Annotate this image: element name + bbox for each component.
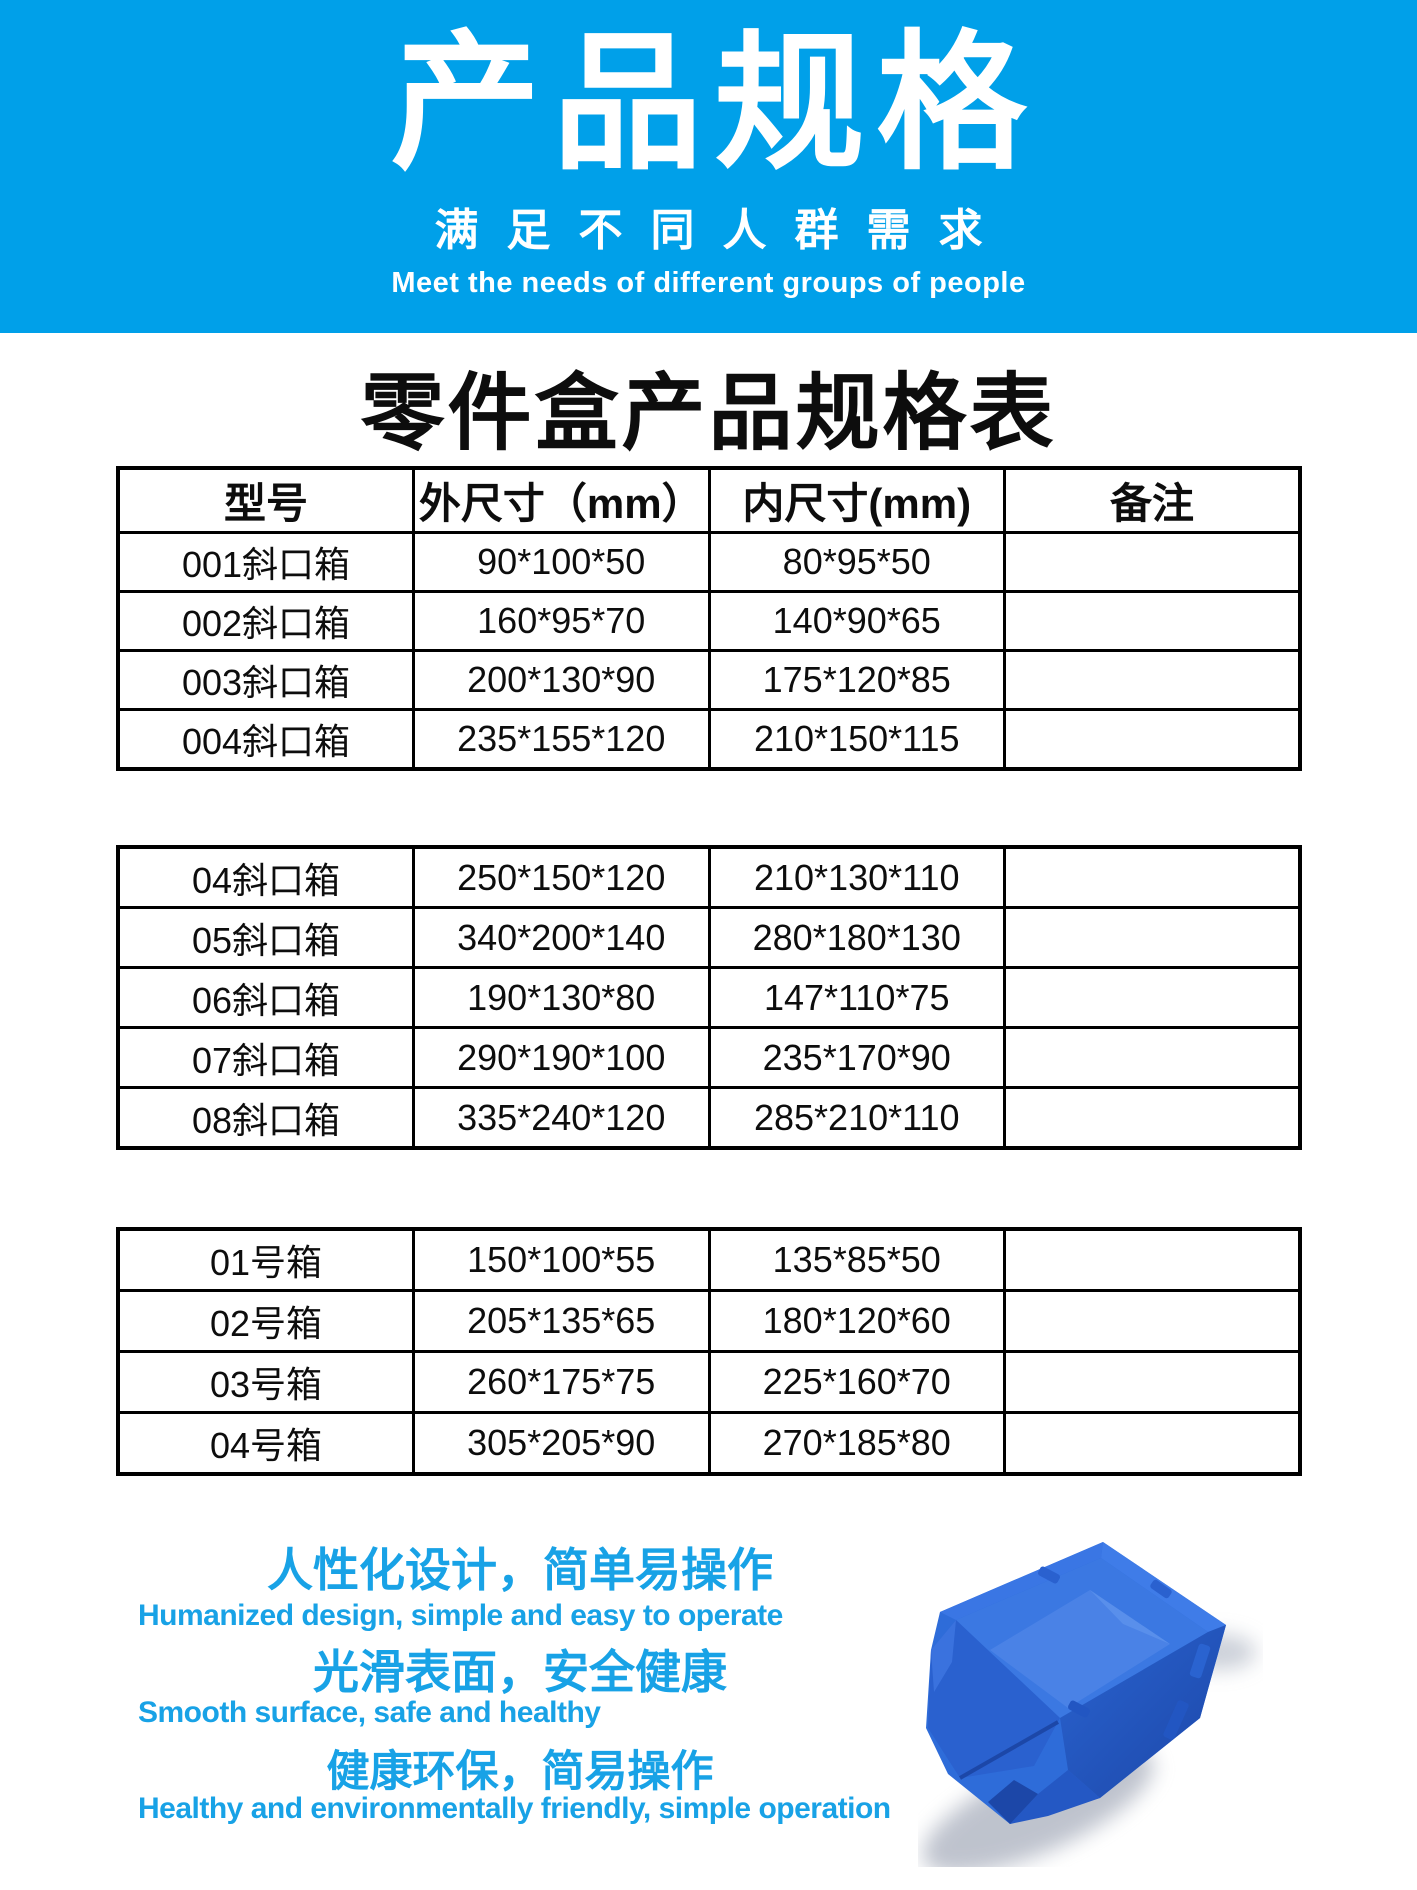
table-header-row: 型号 外尺寸（mm） 内尺寸(mm) 备注 (116, 466, 1302, 534)
column-header: 备注 (1003, 466, 1302, 534)
spec-cell: 210*150*115 (707, 708, 1006, 771)
table-row: 05斜口箱 340*200*140 280*180*130 (116, 906, 1302, 969)
spec-cell: 003斜口箱 (116, 649, 415, 711)
table-row: 01号箱 150*100*55 135*85*50 (116, 1227, 1302, 1292)
spec-cell: 140*90*65 (707, 590, 1006, 652)
spec-table-1: 型号 外尺寸（mm） 内尺寸(mm) 备注 001斜口箱 90*100*50 80*95*5… (116, 466, 1302, 771)
spec-cell: 05斜口箱 (116, 906, 415, 969)
column-header: 内尺寸(mm) (707, 466, 1006, 534)
product-photo-parts-bin (918, 1532, 1263, 1874)
table-row: 04号箱 305*205*90 270*185*80 (116, 1411, 1302, 1476)
spec-cell: 270*185*80 (707, 1411, 1006, 1476)
table-row: 003斜口箱 200*130*90 175*120*85 (116, 649, 1302, 711)
table-row: 001斜口箱 90*100*50 80*95*50 (116, 531, 1302, 593)
spec-cell: 150*100*55 (412, 1227, 711, 1292)
spec-cell: 335*240*120 (412, 1086, 711, 1150)
spec-cell (1003, 531, 1302, 593)
spec-cell: 90*100*50 (412, 531, 711, 593)
parts-bin-illustration (922, 1542, 1256, 1874)
table-row: 002斜口箱 160*95*70 140*90*65 (116, 590, 1302, 652)
spec-cell: 235*170*90 (707, 1026, 1006, 1089)
spec-cell: 06斜口箱 (116, 966, 415, 1029)
spec-cell (1003, 1026, 1302, 1089)
spec-cell: 004斜口箱 (116, 708, 415, 771)
spec-cell: 250*150*120 (412, 845, 711, 909)
spec-cell: 04号箱 (116, 1411, 415, 1476)
spec-cell: 280*180*130 (707, 906, 1006, 969)
bin-right-wall (1060, 1625, 1226, 1798)
header-subtitle-en: Meet the needs of different groups of pe… (391, 267, 1026, 299)
spec-cell: 260*175*75 (412, 1350, 711, 1414)
spec-cell: 08斜口箱 (116, 1086, 415, 1150)
section-title: 零件盒产品规格表 (360, 366, 1057, 460)
spec-cell: 02号箱 (116, 1289, 415, 1353)
spec-cell: 160*95*70 (412, 590, 711, 652)
spec-cell (1003, 1411, 1302, 1476)
spec-cell (1003, 1227, 1302, 1292)
feature-cn-1: 人性化设计，简单易操作 (267, 1544, 773, 1596)
spec-cell (1003, 649, 1302, 711)
spec-cell: 180*120*60 (707, 1289, 1006, 1353)
spec-cell (1003, 1350, 1302, 1414)
spec-cell (1003, 906, 1302, 969)
spec-cell: 210*130*110 (707, 845, 1006, 909)
spec-table-3: 01号箱 150*100*55 135*85*50 02号箱 205*135*65 180… (116, 1227, 1302, 1476)
spec-cell (1003, 845, 1302, 909)
spec-cell: 190*130*80 (412, 966, 711, 1029)
spec-cell: 001斜口箱 (116, 531, 415, 593)
page-title: 产品规格 (390, 19, 1039, 187)
spec-cell: 04斜口箱 (116, 845, 415, 909)
feature-cn-2: 光滑表面，安全健康 (313, 1646, 727, 1698)
spec-cell: 200*130*90 (412, 649, 711, 711)
spec-cell: 225*160*70 (707, 1350, 1006, 1414)
table-row: 06斜口箱 190*130*80 147*110*75 (116, 966, 1302, 1029)
feature-en-1: Humanized design, simple and easy to ope… (138, 1599, 783, 1632)
column-header: 型号 (116, 466, 415, 534)
spec-cell: 03号箱 (116, 1350, 415, 1414)
spec-cell: 285*210*110 (707, 1086, 1006, 1150)
feature-en-3: Healthy and environmentally friendly, si… (138, 1792, 891, 1825)
spec-cell: 205*135*65 (412, 1289, 711, 1353)
spec-cell: 135*85*50 (707, 1227, 1006, 1292)
spec-cell: 07斜口箱 (116, 1026, 415, 1089)
spec-cell (1003, 590, 1302, 652)
spec-cell (1003, 1086, 1302, 1150)
spec-cell (1003, 708, 1302, 771)
spec-table-2: 04斜口箱 250*150*120 210*130*110 05斜口箱 340*200*… (116, 845, 1302, 1150)
spec-cell: 235*155*120 (412, 708, 711, 771)
table-row: 03号箱 260*175*75 225*160*70 (116, 1350, 1302, 1414)
header-banner: 产品规格 满足不同人群需求 Meet the needs of differen… (0, 0, 1417, 333)
header-subtitle-cn: 满足不同人群需求 (434, 206, 1011, 255)
spec-cell: 305*205*90 (412, 1411, 711, 1476)
spec-cell: 80*95*50 (707, 531, 1006, 593)
table-row: 08斜口箱 335*240*120 285*210*110 (116, 1086, 1302, 1150)
table-row: 07斜口箱 290*190*100 235*170*90 (116, 1026, 1302, 1089)
spec-cell (1003, 1289, 1302, 1353)
spec-cell: 147*110*75 (707, 966, 1006, 1029)
table-row: 02号箱 205*135*65 180*120*60 (116, 1289, 1302, 1353)
spec-cell: 175*120*85 (707, 649, 1006, 711)
spec-cell: 002斜口箱 (116, 590, 415, 652)
table-row: 04斜口箱 250*150*120 210*130*110 (116, 845, 1302, 909)
feature-en-2: Smooth surface, safe and healthy (138, 1696, 601, 1729)
column-header: 外尺寸（mm） (412, 466, 711, 534)
table-row: 004斜口箱 235*155*120 210*150*115 (116, 708, 1302, 771)
spec-cell: 01号箱 (116, 1227, 415, 1292)
spec-cell: 290*190*100 (412, 1026, 711, 1089)
spec-cell: 340*200*140 (412, 906, 711, 969)
feature-cn-3: 健康环保，简易操作 (326, 1748, 714, 1796)
spec-cell (1003, 966, 1302, 1029)
